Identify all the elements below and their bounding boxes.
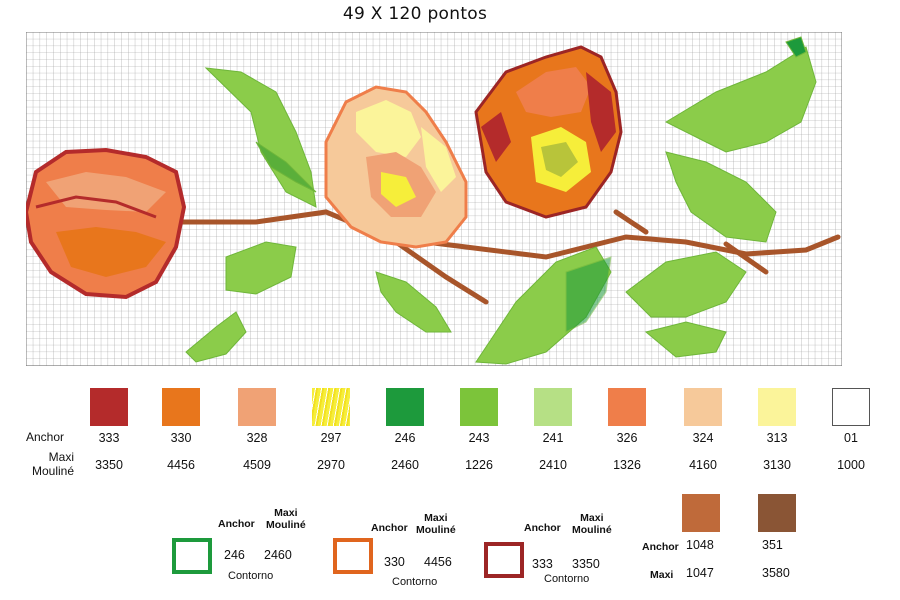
contour-anchor-number: 246 (224, 548, 245, 562)
leaves (185, 36, 817, 365)
backstitch-maxi-number: 3580 (762, 566, 790, 580)
thread-swatch-313 (758, 388, 796, 426)
thread-swatch-01 (832, 388, 870, 426)
left-tulip-motif (26, 147, 187, 300)
contour-anchor-number: 330 (384, 555, 405, 569)
anchor-number: 243 (468, 431, 490, 445)
contour-maxi-number: 2460 (264, 548, 292, 562)
anchor-number: 324 (692, 431, 714, 445)
contour-caption: Contorno (392, 576, 438, 588)
contour-anchor-label: Anchor (218, 518, 255, 530)
thread-swatch-330 (162, 388, 200, 426)
contour-maxi-label: Maxi Mouliné (266, 507, 306, 531)
thread-swatch-328 (238, 388, 276, 426)
stems (173, 209, 841, 305)
contour-maxi-label: Maxi Mouliné (416, 512, 456, 536)
thread-swatch-241 (534, 388, 572, 426)
thread-swatch-297 (312, 388, 350, 426)
maxi-number: 2410 (539, 458, 567, 472)
contour-maxi-number: 3350 (572, 557, 600, 571)
contour-anchor-label: Anchor (371, 522, 408, 534)
backstitch-anchor-number: 351 (762, 538, 783, 552)
thread-swatch-246 (386, 388, 424, 426)
backstitch-swatch-351 (758, 494, 796, 532)
cross-stitch-pattern-grid (26, 32, 842, 366)
contour-swatch-246 (172, 538, 212, 574)
backstitch-anchor-label: Anchor (642, 541, 679, 553)
maxi-number: 3130 (763, 458, 791, 472)
thread-swatch-333 (90, 388, 128, 426)
anchor-number: 333 (98, 431, 120, 445)
contour-maxi-number: 4456 (424, 555, 452, 569)
backstitch-anchor-number: 1048 (686, 538, 714, 552)
backstitch-swatch-1048 (682, 494, 720, 532)
maxi-number: 2460 (391, 458, 419, 472)
contour-maxi-label: Maxi Mouliné (572, 512, 612, 536)
maxi-number: 4160 (689, 458, 717, 472)
anchor-number: 330 (170, 431, 192, 445)
center-rose-motif (324, 85, 468, 249)
anchor-number: 241 (542, 431, 564, 445)
maxi-number: 4509 (243, 458, 271, 472)
contour-caption: Contorno (228, 570, 274, 582)
maxi-number: 3350 (95, 458, 123, 472)
contour-anchor-label: Anchor (524, 522, 561, 534)
anchor-number: 326 (616, 431, 638, 445)
anchor-number: 328 (246, 431, 268, 445)
thread-swatch-243 (460, 388, 498, 426)
right-rose-motif (474, 45, 623, 219)
anchor-number: 01 (844, 431, 858, 445)
anchor-number: 297 (320, 431, 342, 445)
contour-anchor-number: 333 (532, 557, 553, 571)
maxi-row-label: Maxi Mouliné (31, 450, 74, 478)
anchor-row-label: Anchor (26, 430, 65, 444)
pattern-title: 49 X 120 pontos (342, 4, 488, 24)
backstitch-maxi-label: Maxi (650, 569, 674, 581)
maxi-number: 1326 (613, 458, 641, 472)
maxi-number: 1000 (837, 458, 865, 472)
contour-swatch-333 (484, 542, 524, 578)
maxi-number: 2970 (317, 458, 345, 472)
contour-caption: Contorno (544, 573, 590, 585)
thread-swatch-326 (608, 388, 646, 426)
thread-swatch-324 (684, 388, 722, 426)
maxi-number: 4456 (167, 458, 195, 472)
maxi-number: 1226 (465, 458, 493, 472)
anchor-number: 246 (394, 431, 416, 445)
contour-swatch-330 (333, 538, 373, 574)
backstitch-maxi-number: 1047 (686, 566, 714, 580)
anchor-number: 313 (766, 431, 788, 445)
